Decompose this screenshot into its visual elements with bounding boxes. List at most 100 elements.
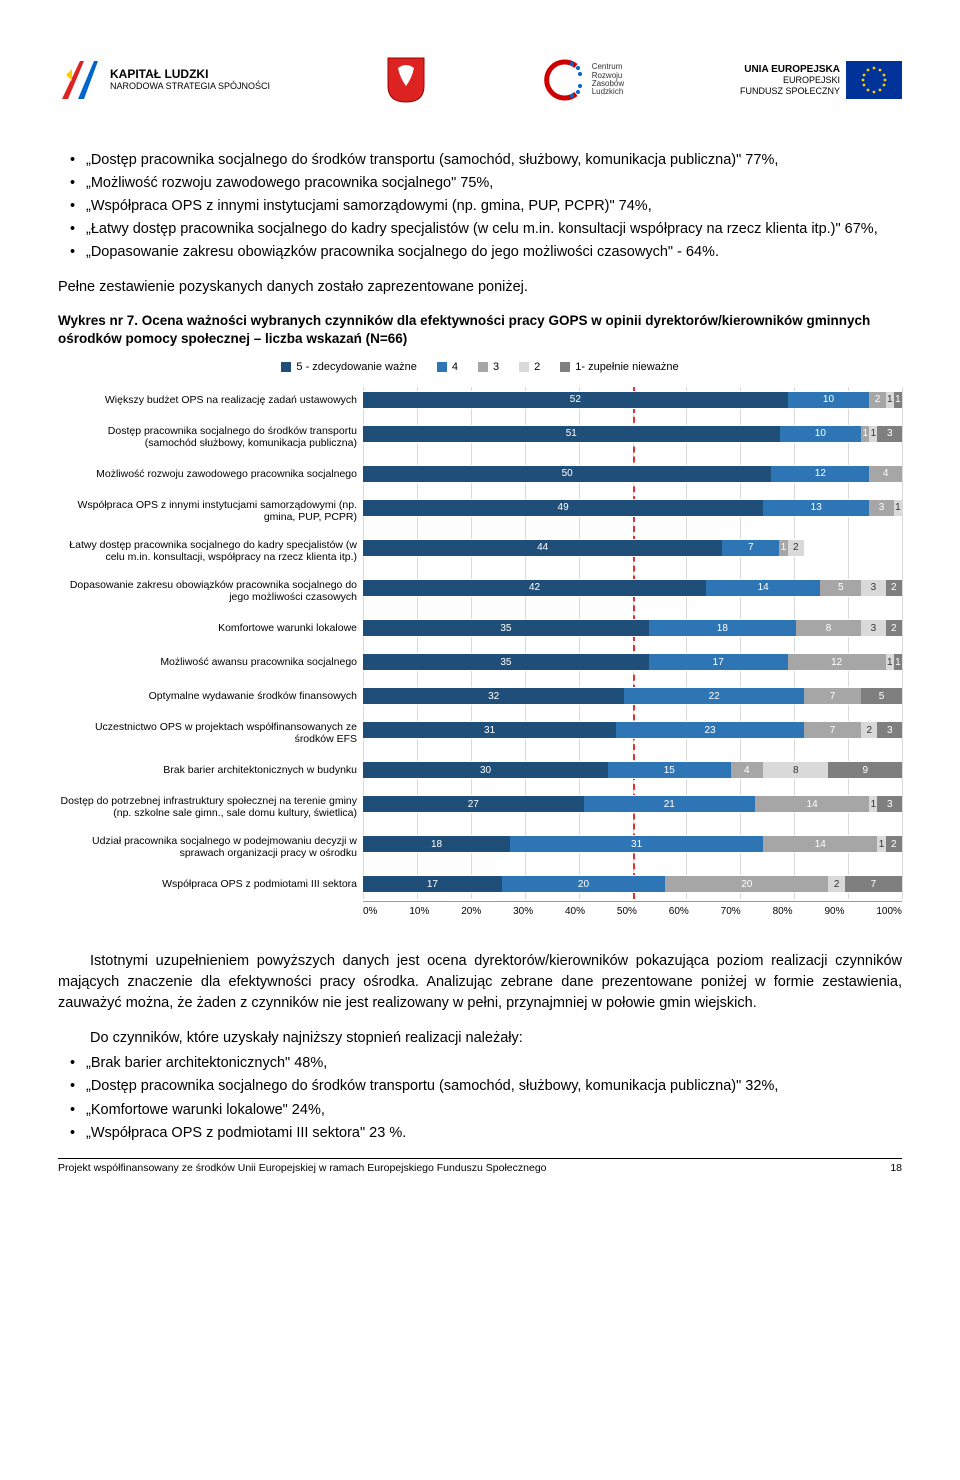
x-tick: 40% [565, 906, 585, 917]
bar-track: 3123723 [363, 721, 902, 739]
centrum-logo: Centrum Rozwoju Zasobów Ludzkich [542, 58, 624, 102]
bar-segment: 1 [861, 425, 869, 443]
eu-logo: UNIA EUROPEJSKA EUROPEJSKI FUNDUSZ SPOŁE… [740, 61, 902, 99]
bar-segment: 5 [820, 579, 861, 597]
centrum-icon [542, 58, 586, 102]
chart-row-label: Uczestnictwo OPS w projektach współfinan… [58, 713, 363, 753]
bottom-bullet-list: „Brak barier architektonicznych" 48%,„Do… [58, 1053, 902, 1143]
chart-row-bar: 3123723 [363, 713, 902, 753]
bar-segment: 14 [706, 579, 820, 597]
legend-swatch [478, 362, 488, 372]
bar-segment: 42 [363, 579, 706, 597]
text-below-bullets: Pełne zestawienie pozyskanych danych zos… [58, 277, 902, 298]
bullet-item: „Dostęp pracownika socjalnego do środków… [58, 1076, 902, 1097]
bar-segment: 17 [649, 653, 788, 671]
bar-track: 491331 [363, 499, 902, 517]
bar-segment: 1 [869, 795, 877, 813]
chart-row-bar: 3518832 [363, 611, 902, 645]
bar-segment: 12 [788, 653, 886, 671]
bar-segment: 20 [665, 875, 828, 893]
chart-row-label: Łatwy dostęp pracownika socjalnego do ka… [58, 531, 363, 571]
bar-segment: 8 [796, 619, 861, 637]
bar-segment: 7 [845, 875, 902, 893]
x-tick: 100% [876, 906, 902, 917]
x-tick: 10% [409, 906, 429, 917]
chart-row-bar: 17202027 [363, 867, 902, 901]
chart-row-label: Dostęp pracownika socjalnego do środków … [58, 417, 363, 457]
bar-segment: 4 [869, 465, 902, 483]
chart-row-label: Możliwość awansu pracownika socjalnego [58, 645, 363, 679]
kapital-icon [58, 57, 104, 103]
bar-segment: 1 [894, 391, 902, 409]
axis-spacer [58, 901, 363, 917]
legend-label: 4 [452, 361, 458, 373]
legend-item: 2 [519, 361, 540, 373]
bar-track: 4214532 [363, 579, 902, 597]
legend-swatch [519, 362, 529, 372]
bullet-item: „Współpraca OPS z podmiotami III sektora… [58, 1123, 902, 1144]
bar-segment: 13 [763, 499, 869, 517]
bar-segment: 14 [755, 795, 869, 813]
bullet-item: „Możliwość rozwoju zawodowego pracownika… [58, 173, 902, 194]
legend-swatch [281, 362, 291, 372]
bar-track: 3518832 [363, 619, 902, 637]
bar-track: 3015489 [363, 761, 902, 779]
bar-segment: 3 [877, 795, 902, 813]
top-bullet-list: „Dostęp pracownika socjalnego do środków… [58, 150, 902, 263]
bar-segment: 2 [788, 539, 804, 557]
chart-row-bar: 5210211 [363, 383, 902, 417]
x-tick: 70% [721, 906, 741, 917]
header-logos: KAPITAŁ LUDZKI NARODOWA STRATEGIA SPÓJNO… [58, 50, 902, 110]
chart-row-label: Współpraca OPS z innymi instytucjami sam… [58, 491, 363, 531]
bar-segment: 1 [869, 425, 877, 443]
bar-segment: 7 [804, 721, 861, 739]
chart-row-bar: 35171211 [363, 645, 902, 679]
chart-row-bar: 27211413 [363, 787, 902, 827]
ue-sub1: EUROPEJSKI [740, 75, 840, 85]
chart-x-axis: 0%10%20%30%40%50%60%70%80%90%100% [363, 901, 902, 917]
bar-segment: 3 [861, 619, 886, 637]
chart-row-bar: 50124 [363, 457, 902, 491]
bar-segment: 18 [363, 835, 510, 853]
coat-of-arms-icon [386, 56, 426, 104]
page: KAPITAŁ LUDZKI NARODOWA STRATEGIA SPÓJNO… [0, 0, 960, 1204]
x-tick: 30% [513, 906, 533, 917]
gridline [902, 387, 903, 900]
bar-segment: 31 [510, 835, 763, 853]
x-tick: 20% [461, 906, 481, 917]
bullet-item: „Łatwy dostęp pracownika socjalnego do k… [58, 219, 902, 240]
bullet-item: „Dostęp pracownika socjalnego do środków… [58, 150, 902, 171]
bar-segment: 7 [722, 539, 779, 557]
legend-item: 1- zupełnie nieważne [560, 361, 678, 373]
page-number: 18 [890, 1162, 902, 1174]
chart-row-bar: 491331 [363, 491, 902, 531]
bar-segment: 8 [763, 761, 828, 779]
bar-segment: 10 [788, 391, 870, 409]
bar-segment: 9 [828, 761, 902, 779]
chart-row-label: Dostęp do potrzebnej infrastruktury społ… [58, 787, 363, 827]
chart-row-label: Komfortowe warunki lokalowe [58, 611, 363, 645]
bar-segment: 35 [363, 619, 649, 637]
x-tick: 0% [363, 906, 377, 917]
bar-segment: 3 [869, 499, 894, 517]
bar-segment: 3 [861, 579, 886, 597]
bar-track: 5110113 [363, 425, 902, 443]
chart-row-label: Udział pracownika socjalnego w podejmowa… [58, 827, 363, 867]
bar-track: 50124 [363, 465, 902, 483]
bar-segment: 1 [877, 835, 885, 853]
bar-segment: 10 [780, 425, 862, 443]
bar-segment: 20 [502, 875, 665, 893]
bar-segment: 7 [804, 687, 861, 705]
chart-row-label: Współpraca OPS z podmiotami III sektora [58, 867, 363, 901]
legend-item: 5 - zdecydowanie ważne [281, 361, 416, 373]
bar-segment: 50 [363, 465, 771, 483]
chart-row-bar: 18311412 [363, 827, 902, 867]
bar-segment: 51 [363, 425, 780, 443]
bar-segment: 2 [886, 835, 902, 853]
kapital-text: KAPITAŁ LUDZKI NARODOWA STRATEGIA SPÓJNO… [110, 68, 270, 91]
bar-segment: 32 [363, 687, 624, 705]
footer-text: Projekt współfinansowany ze środków Unii… [58, 1162, 547, 1174]
bar-segment: 31 [363, 721, 616, 739]
ue-sub2: FUNDUSZ SPOŁECZNY [740, 86, 840, 96]
bullet-item: „Współpraca OPS z innymi instytucjami sa… [58, 196, 902, 217]
